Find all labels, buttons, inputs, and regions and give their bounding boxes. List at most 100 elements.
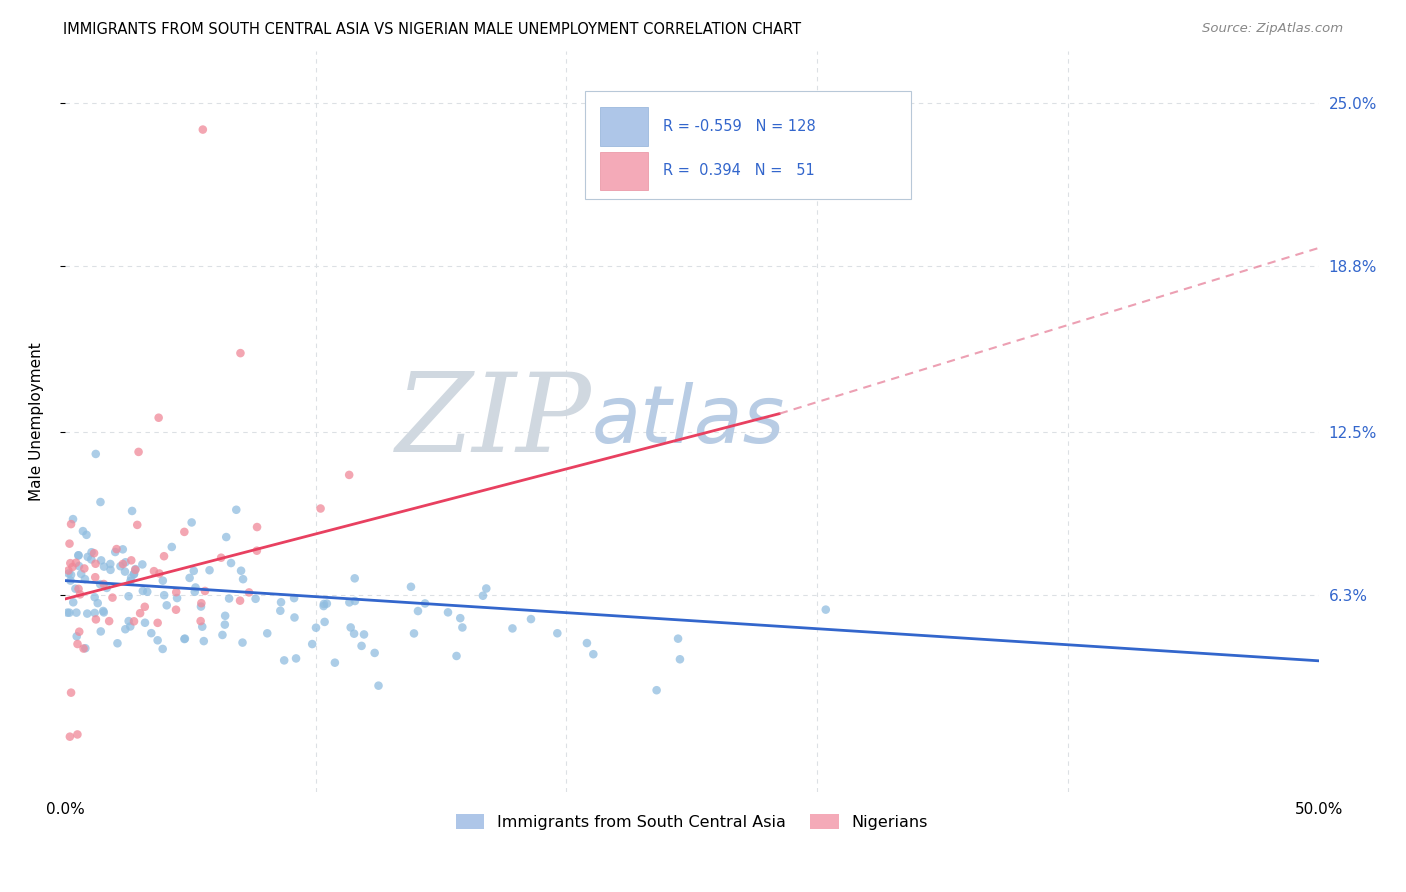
Point bbox=[148, 410, 170, 425]
Point bbox=[190, 596, 212, 610]
Point bbox=[65, 606, 87, 620]
Point bbox=[59, 574, 82, 588]
Point bbox=[475, 582, 498, 596]
Point bbox=[58, 564, 80, 578]
Point bbox=[173, 524, 195, 539]
Point bbox=[84, 557, 107, 571]
Point bbox=[59, 730, 82, 744]
Point bbox=[191, 620, 214, 634]
Point bbox=[62, 512, 84, 526]
Point bbox=[111, 542, 134, 557]
Point bbox=[84, 612, 107, 626]
Point bbox=[350, 639, 373, 653]
Point bbox=[69, 587, 91, 601]
Point bbox=[134, 615, 156, 630]
Point bbox=[89, 577, 111, 591]
Point bbox=[62, 595, 84, 609]
Point bbox=[121, 504, 143, 518]
Point bbox=[645, 683, 668, 698]
Point bbox=[56, 606, 79, 620]
Point bbox=[471, 589, 494, 603]
Point bbox=[214, 617, 236, 632]
Point bbox=[229, 346, 252, 360]
Point bbox=[198, 563, 221, 577]
Point bbox=[323, 656, 346, 670]
Point bbox=[60, 517, 83, 532]
Point bbox=[76, 528, 98, 542]
Point bbox=[312, 599, 335, 613]
Point bbox=[58, 606, 80, 620]
Text: ZIP: ZIP bbox=[395, 368, 592, 475]
Point bbox=[132, 584, 155, 599]
Point bbox=[67, 549, 90, 563]
Point bbox=[413, 597, 436, 611]
Point bbox=[312, 597, 335, 611]
Point bbox=[190, 599, 212, 614]
Point bbox=[283, 591, 305, 606]
Point bbox=[143, 564, 166, 578]
Point bbox=[337, 595, 360, 609]
Point bbox=[73, 561, 96, 575]
Point bbox=[666, 632, 689, 646]
Point bbox=[120, 619, 142, 633]
Point bbox=[67, 582, 90, 596]
Point bbox=[122, 567, 145, 582]
Point bbox=[60, 567, 83, 582]
Point bbox=[153, 588, 176, 602]
Point bbox=[104, 545, 127, 559]
Point bbox=[231, 635, 253, 649]
Point bbox=[66, 637, 89, 651]
Point bbox=[193, 634, 215, 648]
Point bbox=[246, 520, 269, 534]
Point bbox=[129, 606, 152, 620]
Point bbox=[229, 593, 252, 607]
Point bbox=[183, 564, 205, 578]
Point bbox=[229, 564, 252, 578]
Legend: Immigrants from South Central Asia, Nigerians: Immigrants from South Central Asia, Nige… bbox=[450, 808, 935, 836]
Point bbox=[165, 585, 187, 599]
Point bbox=[76, 549, 98, 564]
Text: atlas: atlas bbox=[592, 383, 785, 460]
Point bbox=[90, 553, 112, 567]
Point bbox=[65, 582, 87, 596]
Point bbox=[520, 612, 543, 626]
Point bbox=[86, 596, 108, 610]
Point bbox=[339, 620, 361, 634]
Point bbox=[285, 651, 308, 665]
Point bbox=[269, 604, 291, 618]
Point bbox=[174, 632, 197, 646]
Point bbox=[84, 570, 107, 584]
Point bbox=[446, 648, 468, 663]
Point bbox=[165, 603, 187, 617]
Point bbox=[134, 599, 156, 614]
Point bbox=[93, 577, 115, 591]
Point bbox=[136, 584, 159, 599]
Point bbox=[148, 566, 170, 581]
Point bbox=[118, 614, 141, 628]
Point bbox=[93, 606, 115, 620]
Y-axis label: Male Unemployment: Male Unemployment bbox=[30, 343, 44, 501]
Point bbox=[59, 556, 82, 570]
FancyBboxPatch shape bbox=[585, 92, 911, 199]
Point bbox=[146, 633, 169, 648]
Point bbox=[575, 636, 598, 650]
Point bbox=[66, 629, 89, 643]
Point bbox=[315, 597, 337, 611]
Point bbox=[402, 626, 425, 640]
Point bbox=[120, 571, 142, 585]
Point bbox=[218, 591, 240, 606]
Text: R = -0.559   N = 128: R = -0.559 N = 128 bbox=[664, 119, 815, 134]
Point bbox=[582, 647, 605, 661]
Point bbox=[90, 624, 112, 639]
Point bbox=[184, 584, 207, 599]
Point bbox=[546, 626, 568, 640]
Point bbox=[451, 620, 474, 634]
Point bbox=[110, 559, 132, 574]
Point bbox=[120, 574, 142, 588]
Point bbox=[93, 559, 115, 574]
Point bbox=[190, 614, 212, 628]
Point bbox=[114, 622, 136, 636]
Point bbox=[166, 591, 188, 605]
Point bbox=[238, 585, 260, 599]
Point bbox=[89, 495, 111, 509]
